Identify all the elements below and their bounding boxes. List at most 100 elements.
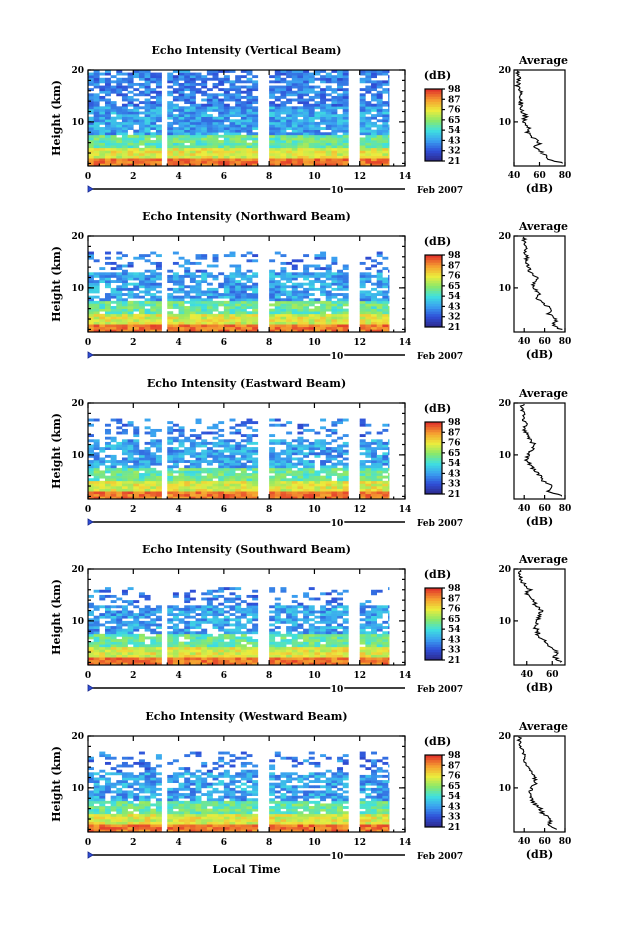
heatmap-cell [246, 147, 253, 151]
heatmap-cell [121, 659, 128, 663]
heatmap-cell [291, 633, 298, 637]
heatmap-cell [314, 158, 321, 162]
heatmap-cell [286, 480, 293, 484]
heatmap-cell [359, 108, 366, 112]
heatmap-cell [269, 662, 276, 666]
heatmap-cell [320, 111, 327, 115]
heatmap-cell [269, 449, 276, 453]
heatmap-cell [235, 441, 242, 445]
heatmap-cell [93, 483, 100, 487]
heatmap-cell [155, 116, 162, 120]
heatmap-cell [314, 274, 321, 278]
heatmap-cell [88, 610, 94, 614]
heatmap-cell [144, 452, 151, 456]
heatmap-cell [229, 82, 236, 86]
heatmap-cell [144, 605, 151, 609]
heatmap-cell [240, 295, 247, 299]
heatmap-cell [138, 134, 145, 138]
heatmap-cell [320, 153, 327, 156]
heatmap-cell [388, 106, 390, 110]
heatmap-cell [184, 467, 191, 471]
heatmap-cell [150, 659, 157, 663]
heatmap-cell [280, 137, 287, 141]
heatmap-cell [104, 82, 111, 86]
heatmap-cell [133, 641, 140, 645]
heatmap-cell [371, 493, 377, 497]
x-tick-label: 12 [353, 172, 366, 182]
heatmap-cell [121, 163, 128, 167]
heatmap-cell [127, 473, 134, 476]
heatmap-cell [110, 480, 117, 484]
heatmap-cell [376, 163, 383, 167]
heatmap-cell [133, 158, 140, 162]
colorbar-segment [425, 155, 442, 159]
heatmap-cell [184, 633, 191, 637]
heatmap-cell [201, 488, 208, 492]
heatmap-cell [286, 646, 293, 650]
heatmap-cell [252, 326, 259, 330]
heatmap-cell [252, 150, 259, 154]
heatmap-cell [133, 329, 140, 333]
heatmap-cell [280, 607, 287, 611]
heatmap-cell [388, 127, 390, 130]
heatmap-cell [133, 662, 140, 666]
heatmap-cell [110, 649, 117, 653]
heatmap-cell [88, 134, 94, 138]
heatmap-cell [133, 274, 140, 278]
heatmap-cell [195, 462, 202, 466]
heatmap-cell [110, 436, 117, 440]
heatmap-cell [365, 77, 372, 81]
heatmap-cell [133, 473, 140, 476]
heatmap-cell [376, 444, 383, 448]
heatmap-cell [235, 101, 242, 105]
heatmap-cell [201, 636, 208, 640]
heatmap-cell [269, 259, 276, 263]
heatmap-cell [189, 478, 196, 482]
heatmap-cell [99, 155, 106, 159]
heatmap-cell [286, 300, 293, 304]
heatmap-cell [116, 295, 123, 299]
heatmap-cell [144, 324, 151, 328]
heatmap-cell [121, 644, 128, 648]
heatmap-cell [382, 282, 389, 286]
heatmap-cell [246, 441, 253, 445]
heatmap-cell [280, 145, 287, 149]
heatmap-cell [189, 80, 196, 84]
heatmap-cell [133, 649, 140, 653]
heatmap-cell [93, 631, 100, 635]
heatmap-cell [88, 142, 94, 146]
heatmap-cell [252, 108, 259, 112]
heatmap-cell [269, 441, 276, 445]
x-tick-label: 2 [130, 338, 136, 348]
profile-line [513, 70, 563, 164]
heatmap-cell [110, 267, 117, 271]
heatmap-cell [110, 475, 117, 479]
heatmap-cell [297, 137, 304, 141]
heatmap-cell [331, 486, 338, 489]
heatmap-cell [144, 426, 151, 430]
heatmap-cell [104, 251, 111, 255]
heatmap-cell [365, 145, 372, 149]
heatmap-cell [155, 124, 162, 128]
heatmap-cell [331, 145, 338, 149]
heatmap-cell [235, 114, 242, 117]
heatmap-cell [189, 452, 196, 456]
heatmap-cell [99, 153, 106, 156]
heatmap-cell [189, 103, 196, 107]
heatmap-cell [201, 90, 208, 94]
heatmap-cell [320, 449, 327, 453]
heatmap-cell [150, 488, 157, 492]
heatmap-cell [235, 449, 242, 453]
heatmap-cell [297, 326, 304, 330]
heatmap-cell [269, 475, 276, 479]
heatmap-cell [144, 106, 151, 110]
heatmap-cell [104, 116, 111, 120]
heatmap-cell [218, 326, 225, 330]
colorbar-label: (dB) [424, 402, 451, 415]
heatmap-cell [138, 140, 145, 143]
heatmap-cell [246, 641, 253, 645]
heatmap-cell [297, 95, 304, 99]
heatmap-cell [388, 147, 390, 151]
heatmap-cell [133, 132, 140, 136]
heatmap-cell [252, 101, 259, 105]
